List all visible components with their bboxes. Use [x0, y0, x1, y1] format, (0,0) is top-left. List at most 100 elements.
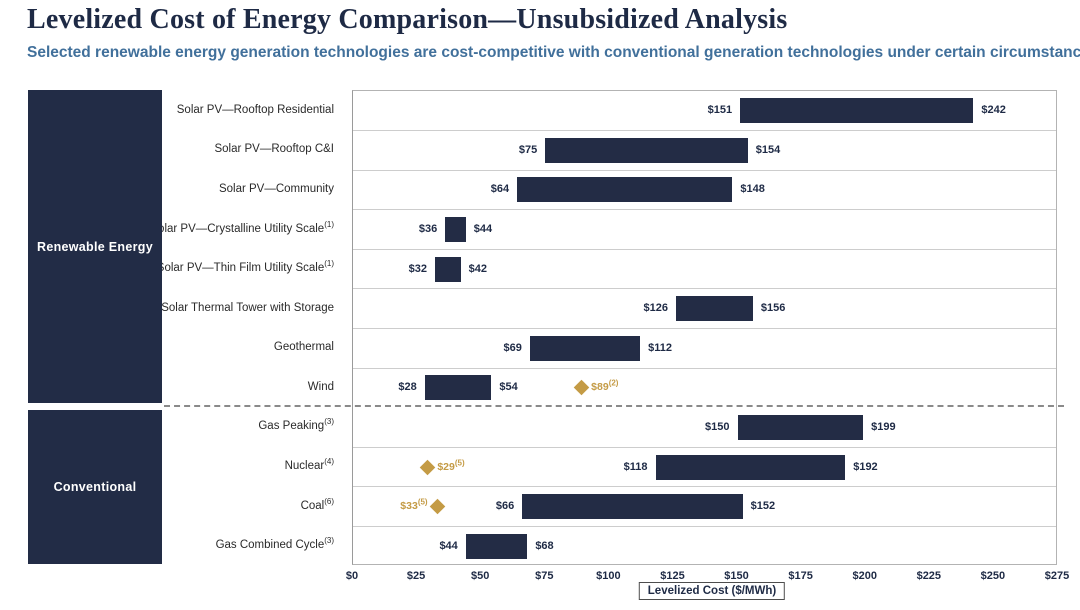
- category-label: Geothermal: [150, 340, 334, 354]
- footnote-superscript: (1): [324, 259, 334, 269]
- x-axis-tick-text: $50: [470, 570, 490, 582]
- marker-value-text: $33: [400, 500, 418, 513]
- category-label-text: Solar PV—Crystalline Utility Scale: [150, 222, 325, 235]
- footnote-superscript: (3): [324, 417, 334, 427]
- sidebar-group-label: Renewable Energy: [37, 239, 153, 254]
- category-label-text: Wind: [307, 380, 334, 393]
- x-axis-tick-text: $250: [980, 570, 1006, 582]
- plot-area: $151 $242 $75 $154 $64 $148 $36 $44 $32 $42 $126 $1…: [352, 90, 1057, 565]
- x-axis-tick-label: $275: [1045, 570, 1069, 582]
- category-label-text: Gas Peaking: [258, 420, 325, 433]
- range-bar: [655, 454, 846, 480]
- bar-max-value: $44: [474, 217, 492, 242]
- bar-min-value: $66: [496, 494, 514, 519]
- category-label-text: Nuclear: [284, 460, 325, 473]
- footnote-superscript: (5): [417, 497, 428, 507]
- category-label: Gas Combined Cycle(3): [150, 536, 334, 552]
- bar-max-value: $154: [756, 138, 780, 163]
- row-separator-line: [353, 288, 1056, 290]
- bar-max-value-text: $152: [750, 500, 776, 513]
- x-axis-tick-text: $200: [852, 570, 877, 582]
- bar-min-value: $36: [419, 217, 437, 242]
- diamond-icon: [429, 498, 446, 515]
- bar-max-value: $192: [853, 455, 877, 480]
- marker-value: $33(5): [400, 494, 427, 519]
- range-bar: [445, 217, 466, 243]
- range-bar: [529, 335, 641, 361]
- category-label: Solar PV—Community: [150, 182, 334, 196]
- row-separator-line: [353, 446, 1056, 448]
- x-axis-tick-label: $175: [788, 570, 812, 582]
- x-axis-tick-text: $150: [724, 570, 749, 582]
- category-label-text: Geothermal: [273, 341, 334, 354]
- bar-max-value-text: $192: [853, 460, 878, 473]
- x-axis-tick-label: $225: [917, 570, 941, 582]
- range-bar: [424, 375, 492, 401]
- bar-min-value: $75: [519, 138, 537, 163]
- bar-max-value: $156: [761, 296, 785, 321]
- marker-value: $29(5): [437, 455, 464, 480]
- row-separator-line: [353, 169, 1056, 171]
- bar-min-value: $32: [409, 257, 427, 282]
- category-label: Solar Thermal Tower with Storage: [150, 301, 334, 315]
- row-separator-line: [353, 525, 1056, 527]
- bar-max-value-text: $156: [760, 302, 786, 315]
- marker-value: $89(2): [591, 375, 618, 400]
- category-label-text: Solar PV—Community: [218, 182, 334, 195]
- bar-min-value: $28: [398, 375, 416, 400]
- category-label: Wind: [150, 380, 334, 394]
- x-axis-tick-text: $175: [788, 570, 813, 582]
- category-label-text: Gas Combined Cycle: [215, 539, 325, 552]
- sidebar-group-label: Conventional: [53, 480, 137, 495]
- bar-max-value-text: $42: [468, 262, 488, 275]
- bar-max-value: $199: [871, 415, 895, 440]
- range-bar: [522, 494, 743, 520]
- sidebar-group-renewable-energy: Renewable Energy: [28, 90, 162, 404]
- bar-min-value-text: $151: [707, 104, 733, 117]
- bar-max-value-text: $44: [473, 223, 493, 236]
- x-axis-tick-text: $100: [596, 570, 621, 582]
- range-bar: [517, 177, 733, 203]
- bar-min-value: $118: [624, 455, 648, 480]
- category-label-text: Solar Thermal Tower with Storage: [161, 301, 334, 314]
- category-label: Solar PV—Crystalline Utility Scale(1): [150, 219, 334, 236]
- bar-max-value-text: $242: [981, 104, 1006, 117]
- bar-min-value-text: $75: [518, 143, 538, 156]
- marker-value-text: $29: [437, 460, 455, 473]
- marker-value-text: $89: [591, 381, 609, 394]
- sidebar-group-conventional: Conventional: [28, 409, 162, 565]
- bar-max-value: $152: [751, 494, 775, 519]
- bar-min-value: $44: [439, 534, 457, 559]
- x-axis-tick-label: $25: [407, 570, 425, 582]
- bar-min-value-text: $66: [495, 500, 515, 513]
- category-label: Solar PV—Rooftop C&I: [150, 142, 334, 156]
- range-bar: [740, 98, 974, 124]
- x-axis-tick-text: $75: [535, 570, 554, 582]
- bar-min-value: $64: [491, 177, 509, 202]
- bar-min-value-text: $150: [705, 420, 730, 433]
- x-axis-tick-label: $75: [535, 570, 553, 582]
- footnote-superscript: (6): [324, 496, 334, 506]
- bar-max-value-text: $112: [648, 341, 672, 354]
- category-label-text: Solar PV—Rooftop C&I: [214, 143, 334, 156]
- x-axis-tick-text: $25: [406, 570, 426, 582]
- bar-max-value: $68: [535, 534, 553, 559]
- footnote-superscript: (3): [324, 536, 334, 546]
- footnote-superscript: (4): [324, 457, 334, 467]
- bar-min-value: $126: [644, 296, 668, 321]
- category-label: Nuclear(4): [150, 457, 334, 473]
- diamond-icon: [573, 380, 589, 396]
- bar-min-value-text: $126: [643, 302, 669, 315]
- range-bar: [545, 137, 748, 163]
- row-separator-line: [353, 209, 1056, 211]
- x-axis-tick-label: $100: [596, 570, 620, 582]
- bar-min-value-text: $32: [408, 262, 428, 275]
- bar-max-value: $112: [648, 336, 672, 361]
- bar-max-value-text: $54: [499, 381, 518, 394]
- bar-min-value-text: $64: [490, 183, 510, 196]
- category-label-text: Solar PV—Thin Film Utility Scale: [156, 262, 325, 275]
- bar-max-value-text: $68: [535, 539, 554, 552]
- footnote-superscript: (1): [324, 219, 334, 229]
- x-axis-label-box: Levelized Cost ($/MWh): [638, 582, 786, 600]
- category-label: Coal(6): [150, 496, 334, 513]
